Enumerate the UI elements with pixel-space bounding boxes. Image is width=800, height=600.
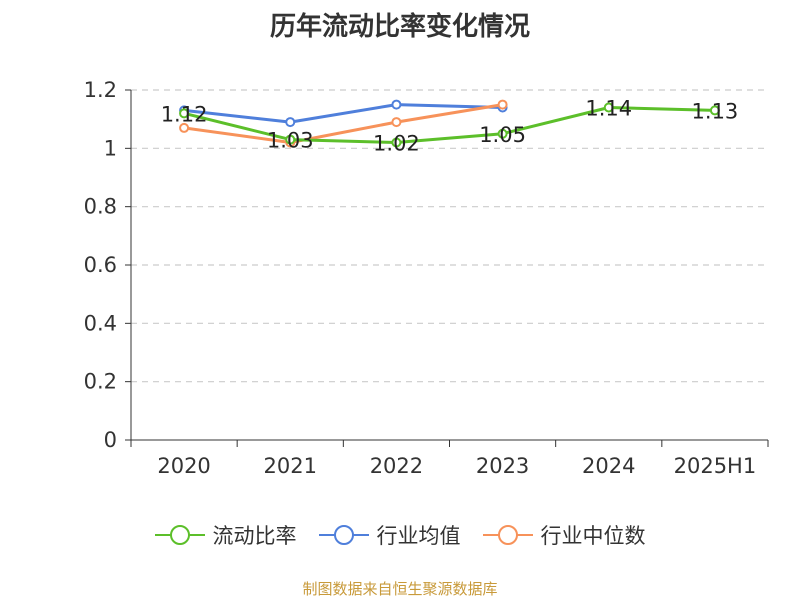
legend-swatch-industry-mean [318,525,369,545]
legend-item-current-ratio[interactable]: 流动比率 [154,520,297,550]
data-point-industry-median[interactable] [179,122,190,133]
data-label: 1.03 [267,129,314,153]
data-label: 1.14 [585,97,632,121]
legend-label-industry-median: 行业中位数 [540,524,646,548]
data-label: 1.13 [692,99,739,123]
data-label: 1.05 [479,123,526,147]
x-tick-label: 2024 [582,454,635,478]
data-point-current-ratio[interactable] [709,105,720,116]
data-point-industry-mean[interactable] [285,117,296,128]
y-tick-label: 1 [104,136,117,160]
x-tick-label: 2023 [476,454,529,478]
source-note: 制图数据来自恒生聚源数据库 [302,580,498,598]
x-tick-label: 2020 [157,454,210,478]
legend-label-industry-mean: 行业均值 [376,524,461,548]
y-tick-label: 0.8 [84,195,117,219]
y-tick-label: 0 [104,428,117,452]
series-line-current-ratio [183,106,715,144]
data-point-current-ratio[interactable] [179,108,190,119]
data-label: 1.12 [161,102,208,126]
data-point-current-ratio[interactable] [391,137,402,148]
y-tick-label: 0.6 [84,253,117,277]
legend: 流动比率 行业均值 行业中位数 [0,520,800,550]
series-line-industry-median [183,103,503,144]
data-point-industry-median[interactable] [497,99,508,110]
y-tick-label: 0.4 [84,311,117,335]
y-tick-label: 1.2 [84,78,117,102]
series-line-industry-mean [183,103,503,124]
data-point-current-ratio[interactable] [497,128,508,139]
y-tick-label: 0.2 [84,370,117,394]
x-tick-label: 2021 [264,454,317,478]
legend-label-current-ratio: 流动比率 [212,524,297,548]
data-point-industry-mean[interactable] [391,99,402,110]
x-tick-label: 2022 [370,454,423,478]
legend-item-industry-median[interactable]: 行业中位数 [482,520,646,550]
legend-swatch-current-ratio [154,525,205,545]
data-label: 1.02 [373,132,420,156]
x-tick-label: 2025H1 [674,454,757,478]
chart-title: 历年流动比率变化情况 [269,12,530,42]
legend-item-industry-mean[interactable]: 行业均值 [318,520,461,550]
data-point-current-ratio[interactable] [285,134,296,145]
legend-swatch-industry-median [482,525,533,545]
data-point-current-ratio[interactable] [603,102,614,113]
data-point-industry-median[interactable] [391,117,402,128]
